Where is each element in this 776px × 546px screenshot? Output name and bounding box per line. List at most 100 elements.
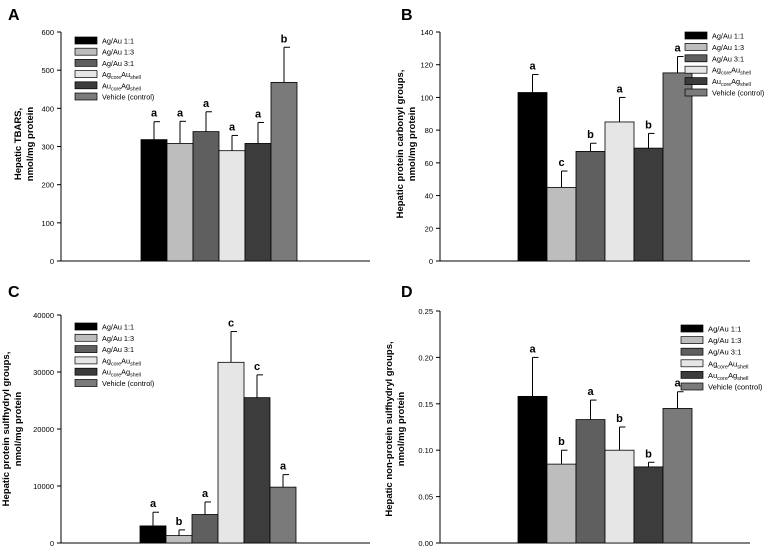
y-tick-label: 40 bbox=[425, 192, 433, 201]
legend-label: AucoreAgshell bbox=[102, 368, 141, 379]
significance-label: a bbox=[229, 121, 236, 133]
panel-letter: C bbox=[8, 284, 20, 301]
bar bbox=[192, 131, 220, 262]
y-tick-label: 20000 bbox=[33, 425, 54, 434]
legend-swatch bbox=[74, 81, 98, 90]
legend-swatch bbox=[74, 92, 98, 101]
legend-swatch bbox=[74, 47, 98, 56]
legend-swatch bbox=[680, 324, 704, 333]
bar bbox=[662, 72, 693, 262]
significance-label: a bbox=[587, 386, 594, 398]
significance-label: b bbox=[176, 516, 183, 528]
y-axis-label-line2: nmol/mg protein bbox=[396, 392, 407, 467]
legend-label: Ag/Au 1:1 bbox=[102, 37, 134, 46]
y-axis-label-line2: nmol/mg protein bbox=[13, 392, 24, 467]
legend-label: AucoreAgshell bbox=[102, 81, 141, 92]
y-tick-label: 0 bbox=[50, 257, 54, 266]
significance-label: a bbox=[674, 43, 681, 55]
y-tick-label: 500 bbox=[41, 66, 54, 75]
significance-label: a bbox=[151, 108, 158, 120]
y-tick-label: 20 bbox=[425, 224, 433, 233]
significance-label: b bbox=[616, 413, 623, 425]
bar bbox=[269, 486, 297, 544]
bar bbox=[633, 466, 664, 544]
y-tick-label: 0 bbox=[50, 539, 54, 546]
legend-label: Vehicle (control) bbox=[102, 379, 154, 388]
y-tick-label: 120 bbox=[420, 61, 433, 70]
y-axis-label-line1: Hepatic non-protein sulfhydryl groups, bbox=[384, 341, 395, 516]
panel-letter: A bbox=[8, 7, 20, 24]
legend-swatch bbox=[74, 70, 98, 78]
y-tick-label: 0.00 bbox=[418, 539, 433, 546]
significance-label: c bbox=[558, 157, 564, 169]
legend-label: AgcoreAushell bbox=[102, 356, 141, 367]
y-tick-label: 0.15 bbox=[418, 400, 433, 409]
bar bbox=[166, 143, 194, 262]
legend-swatch bbox=[684, 77, 708, 85]
significance-label: a bbox=[674, 378, 681, 390]
bar bbox=[270, 81, 298, 262]
y-tick-label: 0.25 bbox=[418, 307, 433, 316]
y-axis-label-line1: Hepatic protein sulfhydryl groups, bbox=[1, 352, 12, 507]
legend-label: Ag/Au 3:1 bbox=[102, 345, 134, 354]
significance-label: b bbox=[587, 129, 594, 141]
y-tick-label: 0.10 bbox=[418, 446, 433, 455]
panel-letter: B bbox=[401, 7, 413, 24]
bar bbox=[633, 147, 664, 262]
significance-label: b bbox=[558, 436, 565, 448]
bar bbox=[575, 151, 606, 262]
legend-label: AucoreAgshell bbox=[708, 371, 748, 382]
significance-label: b bbox=[645, 448, 652, 460]
legend-label: AgcoreAushell bbox=[708, 359, 748, 370]
y-tick-label: 140 bbox=[420, 28, 433, 37]
legend-swatch bbox=[680, 336, 704, 344]
y-tick-label: 40000 bbox=[33, 311, 54, 320]
legend-label: Ag/Au 1:3 bbox=[102, 48, 134, 57]
significance-label: a bbox=[529, 61, 536, 73]
bar bbox=[191, 514, 219, 544]
bar bbox=[517, 92, 548, 262]
legend-label: AucoreAgshell bbox=[712, 77, 751, 88]
legend-label: Vehicle (control) bbox=[102, 93, 154, 102]
y-axis-label-line1: Hepatic protein carbonyl groups, bbox=[395, 70, 406, 219]
legend-label: Ag/Au 1:3 bbox=[708, 336, 741, 345]
significance-label: a bbox=[150, 498, 157, 510]
legend-swatch bbox=[684, 43, 708, 51]
legend-swatch bbox=[74, 345, 98, 353]
significance-label: a bbox=[616, 83, 623, 95]
legend-label: Ag/Au 1:3 bbox=[102, 334, 134, 343]
legend-label: Ag/Au 1:3 bbox=[712, 43, 744, 52]
legend-swatch bbox=[74, 36, 98, 45]
legend-label: AgcoreAushell bbox=[102, 70, 141, 81]
legend-label: Ag/Au 3:1 bbox=[712, 54, 744, 63]
bar bbox=[139, 525, 167, 544]
legend-swatch bbox=[680, 347, 704, 356]
y-tick-label: 10000 bbox=[33, 482, 54, 491]
y-axis-label-line2: nmol/mg protein bbox=[407, 107, 418, 182]
panel-d: D Hepatic non-protein sulfhydryl groups,… bbox=[384, 284, 763, 546]
significance-label: a bbox=[255, 108, 262, 120]
significance-label: b bbox=[281, 33, 288, 45]
significance-label: a bbox=[203, 98, 210, 110]
legend-label: AgcoreAushell bbox=[712, 66, 751, 77]
legend-label: Vehicle (control) bbox=[708, 383, 763, 392]
panel-c: C Hepatic protein sulfhydryl groups, nmo… bbox=[1, 284, 370, 546]
legend-swatch bbox=[680, 371, 704, 379]
significance-label: a bbox=[280, 461, 287, 473]
legend-swatch bbox=[684, 65, 708, 74]
panel-letter: D bbox=[401, 284, 413, 301]
y-tick-label: 30000 bbox=[33, 368, 54, 377]
bar bbox=[140, 139, 168, 262]
y-tick-label: 600 bbox=[41, 28, 54, 37]
y-tick-label: 300 bbox=[41, 143, 54, 152]
significance-label: c bbox=[228, 318, 234, 330]
bar bbox=[217, 361, 245, 544]
y-tick-label: 0.20 bbox=[418, 353, 433, 362]
legend-label: Ag/Au 3:1 bbox=[708, 348, 741, 357]
bar bbox=[165, 535, 193, 544]
legend-swatch bbox=[74, 333, 98, 342]
legend-swatch bbox=[74, 367, 98, 376]
significance-label: c bbox=[254, 361, 260, 373]
y-tick-label: 80 bbox=[425, 126, 433, 135]
